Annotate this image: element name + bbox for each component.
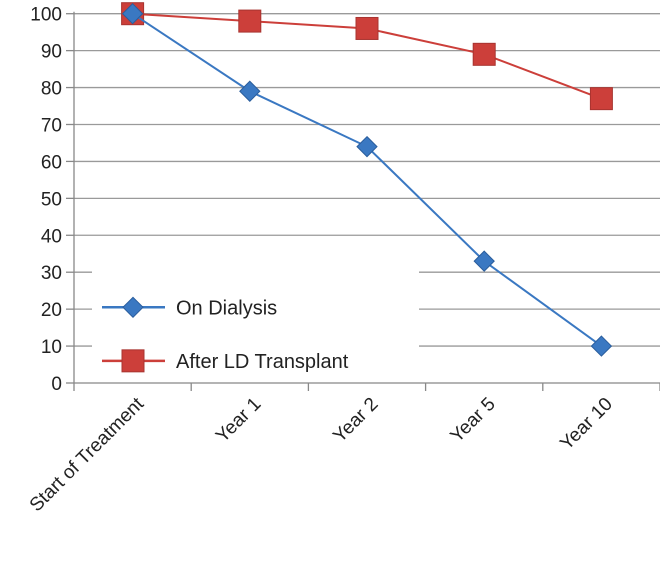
legend-marker — [122, 296, 144, 319]
y-tick-label: 0 — [51, 374, 62, 395]
legend-item: On Dialysis — [102, 296, 277, 319]
legend: On Dialysis After LD Transplant — [102, 296, 349, 373]
x-tick-label: Year 1 — [212, 394, 265, 447]
series-after-ld-transplant — [121, 2, 613, 111]
legend-label: On Dialysis — [176, 297, 277, 319]
y-tick-label: 80 — [41, 79, 62, 100]
y-tick-label: 100 — [30, 5, 62, 26]
y-tick-label: 40 — [41, 226, 62, 247]
series-group — [121, 2, 613, 357]
series-line — [132, 12, 602, 347]
data-point — [355, 16, 379, 40]
data-point — [590, 335, 613, 357]
data-point — [121, 2, 144, 25]
gridlines — [74, 13, 660, 347]
series-on-dialysis — [121, 2, 613, 357]
x-tick-label: Year 2 — [329, 394, 382, 447]
legend-marker — [121, 349, 145, 373]
y-tick-label: 60 — [41, 152, 62, 173]
data-point — [473, 250, 495, 272]
x-tick-label: Year 10 — [556, 394, 617, 455]
y-tick-label: 50 — [41, 189, 62, 210]
y-tick-label: 90 — [41, 42, 62, 63]
x-tick-label: Year 5 — [447, 394, 500, 447]
legend-label: After LD Transplant — [176, 351, 349, 373]
data-point — [238, 9, 262, 33]
y-axis: 0 10 20 30 40 50 60 70 80 90 100 — [30, 5, 74, 395]
data-point — [589, 87, 613, 111]
y-tick-label: 30 — [41, 263, 62, 284]
y-tick-label: 20 — [41, 300, 62, 321]
x-tick-label: Start of Treatment — [26, 393, 149, 516]
data-point — [472, 42, 496, 66]
y-tick-label: 10 — [41, 337, 62, 358]
data-point — [356, 135, 378, 158]
y-tick-label: 70 — [41, 115, 62, 136]
legend-item: After LD Transplant — [102, 349, 349, 373]
data-point — [239, 80, 261, 102]
